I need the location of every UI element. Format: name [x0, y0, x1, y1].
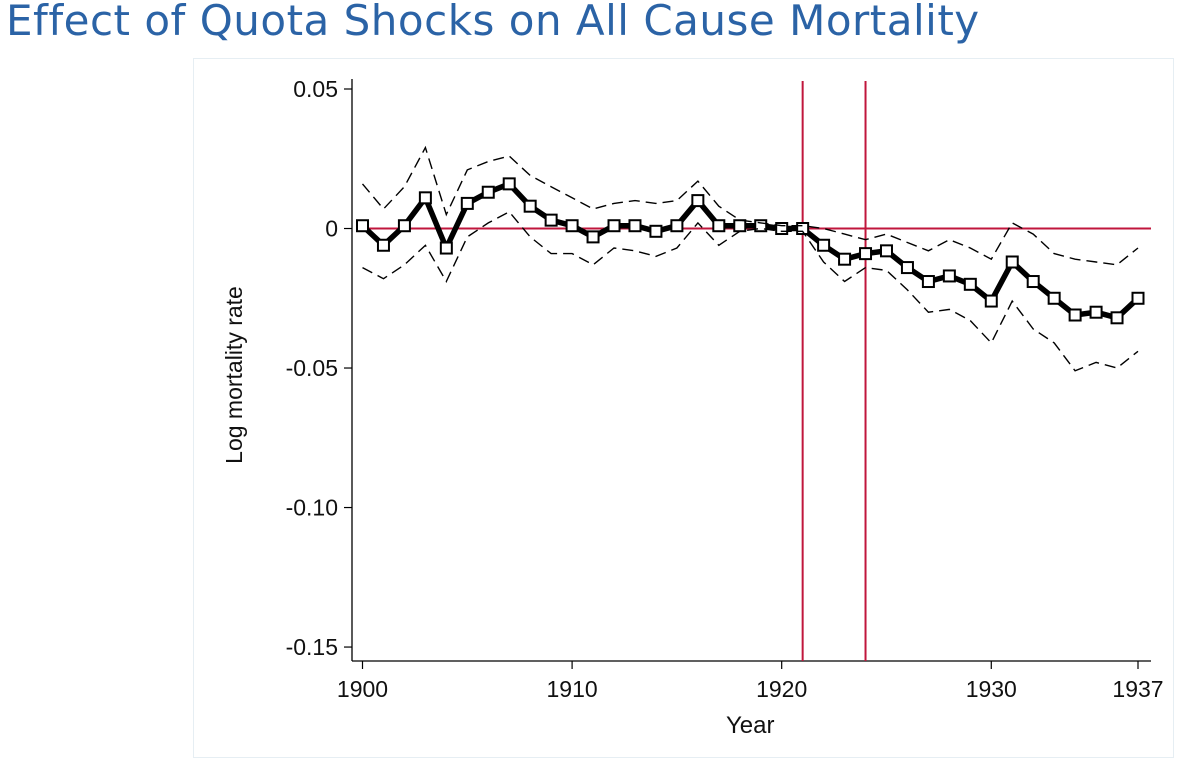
estimate-point-1923	[838, 252, 852, 266]
x-tick-label: 1910	[547, 676, 598, 702]
estimate-point-1925	[879, 244, 893, 258]
estimate-point-1919	[754, 219, 768, 233]
ci-line-1	[361, 145, 1139, 266]
y-tick-label: -0.15	[286, 634, 338, 660]
estimate-point-1926	[900, 261, 914, 275]
estimate-point-1920	[775, 222, 789, 236]
estimate-point-1913	[628, 219, 642, 233]
estimate-point-1916	[691, 194, 705, 208]
y-axis-title: Log mortality rate	[221, 286, 247, 464]
estimate-point-1915	[670, 219, 684, 233]
y-tick-label: 0.05	[293, 76, 338, 102]
ci-line-2	[362, 210, 1139, 372]
slide-title: Effect of Quota Shocks on All Cause Mort…	[6, 0, 980, 45]
estimate-point-1910	[565, 219, 579, 233]
x-tick-label: 1900	[337, 676, 388, 702]
estimate-point-1906	[481, 185, 495, 199]
estimate-point-1933	[1047, 291, 1061, 305]
estimate-point-1931	[1005, 255, 1019, 269]
estimate-point-1922	[817, 238, 831, 252]
estimate-point-1928	[942, 269, 956, 283]
estimate-point-1937	[1131, 291, 1145, 305]
estimate-point-1904	[439, 241, 453, 255]
estimate-point-1907	[502, 177, 516, 191]
estimate-point-1908	[523, 199, 537, 213]
estimate-point-1927	[921, 275, 935, 289]
estimate-point-1934	[1068, 308, 1082, 322]
estimate-point-1936	[1110, 311, 1124, 325]
estimate-point-1900	[356, 219, 369, 233]
estimate-point-1903	[418, 191, 432, 205]
y-tick-label: -0.05	[286, 355, 338, 381]
estimate-point-1930	[984, 294, 998, 308]
estimate-point-1911	[586, 230, 600, 244]
estimate-point-1902	[397, 219, 411, 233]
estimate-point-1905	[460, 196, 474, 210]
x-tick-label: 1930	[966, 676, 1017, 702]
x-tick-label: 1937	[1112, 676, 1163, 702]
estimate-point-1929	[963, 277, 977, 291]
estimate-point-1901	[376, 238, 390, 252]
y-tick-label: -0.10	[286, 495, 338, 521]
estimate-point-1914	[649, 224, 663, 238]
mortality-chart: 0.05 0 -0.05 -0.10 -0.15 1900 1910 1920 1930 1937…	[221, 76, 1164, 739]
estimate-point-1912	[607, 219, 621, 233]
estimate-point-1917	[712, 219, 726, 233]
plot-frame: 0.05 0 -0.05 -0.10 -0.15 1900 1910 1920 1930 1937…	[193, 58, 1174, 758]
estimate-point-1932	[1026, 275, 1040, 289]
x-tick-label: 1920	[756, 676, 807, 702]
estimate-point-1909	[544, 213, 558, 227]
y-tick-label: 0	[325, 216, 338, 242]
estimate-point-1921	[796, 222, 810, 236]
estimate-point-1935	[1089, 305, 1103, 319]
x-axis-title: Year	[726, 712, 775, 739]
estimate-line	[360, 181, 1140, 321]
estimate-point-1924	[859, 247, 873, 261]
estimate-point-1918	[733, 219, 747, 233]
